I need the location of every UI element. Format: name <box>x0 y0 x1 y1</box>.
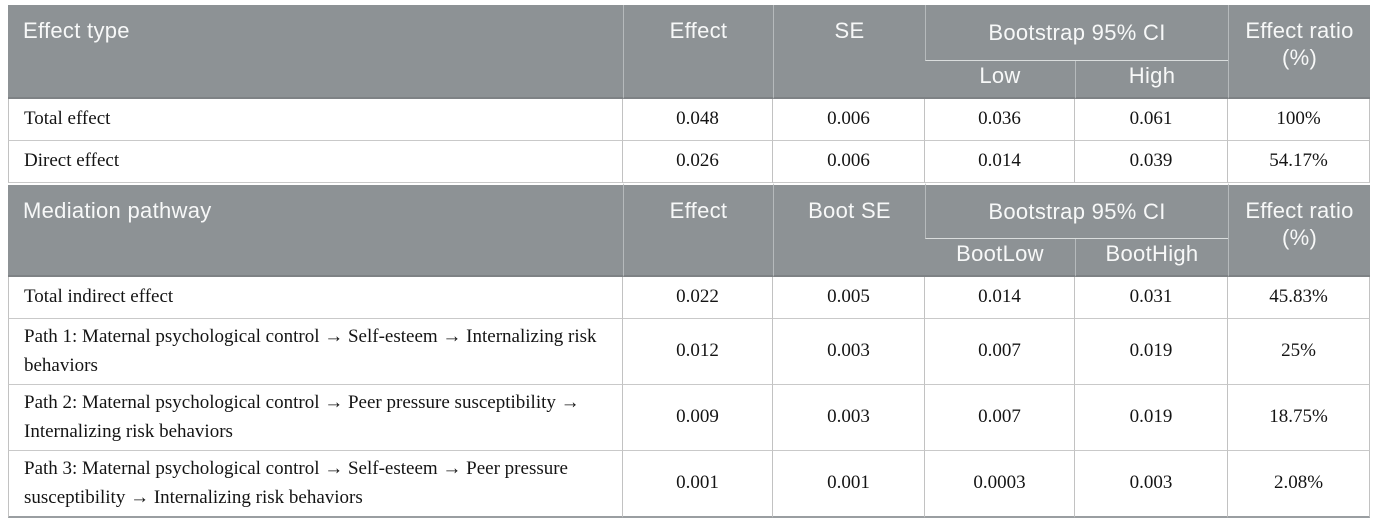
cell-boot-se: 0.003 <box>773 319 925 385</box>
cell-ci-boothigh: 0.019 <box>1075 385 1229 451</box>
mediation-pathway-rows: Total indirect effect 0.022 0.005 0.014 … <box>8 277 1371 518</box>
header-effect-ratio: Effect ratio (%) <box>1228 183 1371 277</box>
cell-ci-high: 0.061 <box>1075 99 1229 141</box>
header-row-sub: BootLow BootHigh <box>8 239 1370 277</box>
cell-boot-se: 0.001 <box>773 451 925 518</box>
header-bootstrap-ci-group: Bootstrap 95% CI <box>925 5 1229 61</box>
cell-se: 0.006 <box>773 99 925 141</box>
cell-effect: 0.026 <box>623 141 773 183</box>
header-ci-high: High <box>1075 61 1229 99</box>
header-bootstrap-ci-group: Bootstrap 95% CI <box>925 183 1229 239</box>
cell-effect-ratio: 45.83% <box>1228 277 1371 319</box>
cell-label: Path 2: Maternal psychological control →… <box>8 385 623 451</box>
header-effect-type: Effect type Effect SE Bootstrap 95% CI E… <box>8 5 1371 99</box>
table-row-total-indirect-effect: Total indirect effect 0.022 0.005 0.014 … <box>8 277 1371 319</box>
table-row-path-3: Path 3: Maternal psychological control →… <box>8 451 1371 518</box>
cell-se: 0.006 <box>773 141 925 183</box>
cell-label: Path 1: Maternal psychological control →… <box>8 319 623 385</box>
header-ci-boothigh: BootHigh <box>1075 239 1229 277</box>
cell-label: Total indirect effect <box>8 277 623 319</box>
cell-label: Direct effect <box>8 141 623 183</box>
effect-type-rows: Total effect 0.048 0.006 0.036 0.061 100… <box>8 99 1371 183</box>
cell-ci-boothigh: 0.019 <box>1075 319 1229 385</box>
header-effect-type-label: Effect type <box>8 5 623 99</box>
cell-effect: 0.012 <box>623 319 773 385</box>
header-mediation-pathway: Mediation pathway Effect Boot SE Bootstr… <box>8 183 1371 277</box>
table-row-path-2: Path 2: Maternal psychological control →… <box>8 385 1371 451</box>
header-ci-bootlow: BootLow <box>925 239 1075 277</box>
table-row-direct-effect: Direct effect 0.026 0.006 0.014 0.039 54… <box>8 141 1371 183</box>
cell-ci-bootlow: 0.0003 <box>925 451 1075 518</box>
table-row-path-1: Path 1: Maternal psychological control →… <box>8 319 1371 385</box>
cell-ci-bootlow: 0.007 <box>925 319 1075 385</box>
cell-ci-low: 0.014 <box>925 141 1075 183</box>
cell-ci-boothigh: 0.031 <box>1075 277 1229 319</box>
cell-effect: 0.022 <box>623 277 773 319</box>
header-row-sub: Low High <box>8 61 1370 99</box>
cell-ci-low: 0.036 <box>925 99 1075 141</box>
header-effect: Effect <box>623 5 773 99</box>
header-mediation-pathway-label: Mediation pathway <box>8 183 623 277</box>
mediation-effects-table: Effect type Effect SE Bootstrap 95% CI E… <box>8 5 1371 518</box>
header-se: SE <box>773 5 925 99</box>
cell-boot-se: 0.003 <box>773 385 925 451</box>
cell-effect: 0.048 <box>623 99 773 141</box>
cell-ci-bootlow: 0.014 <box>925 277 1075 319</box>
cell-effect-ratio: 54.17% <box>1228 141 1371 183</box>
table-row-total-effect: Total effect 0.048 0.006 0.036 0.061 100… <box>8 99 1371 141</box>
header-effect: Effect <box>623 183 773 277</box>
cell-effect-ratio: 25% <box>1228 319 1371 385</box>
cell-effect: 0.009 <box>623 385 773 451</box>
cell-ci-bootlow: 0.007 <box>925 385 1075 451</box>
header-boot-se: Boot SE <box>773 183 925 277</box>
cell-ci-boothigh: 0.003 <box>1075 451 1229 518</box>
cell-effect: 0.001 <box>623 451 773 518</box>
cell-boot-se: 0.005 <box>773 277 925 319</box>
cell-label: Path 3: Maternal psychological control →… <box>8 451 623 518</box>
header-ci-low: Low <box>925 61 1075 99</box>
header-row-main: Mediation pathway Effect Boot SE Bootstr… <box>8 183 1371 277</box>
cell-effect-ratio: 18.75% <box>1228 385 1371 451</box>
cell-label: Total effect <box>8 99 623 141</box>
header-effect-ratio: Effect ratio (%) <box>1228 5 1371 99</box>
header-row-main: Effect type Effect SE Bootstrap 95% CI E… <box>8 5 1371 99</box>
cell-ci-high: 0.039 <box>1075 141 1229 183</box>
cell-effect-ratio: 2.08% <box>1228 451 1371 518</box>
cell-effect-ratio: 100% <box>1228 99 1371 141</box>
